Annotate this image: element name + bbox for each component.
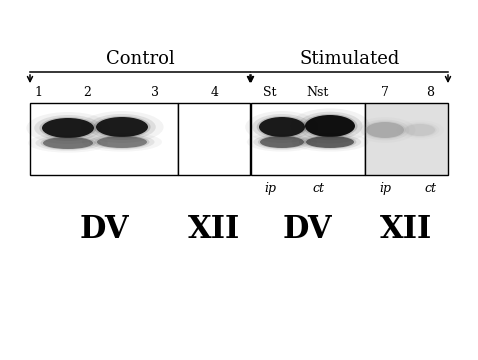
Ellipse shape: [305, 115, 355, 137]
Ellipse shape: [297, 112, 362, 140]
Text: 8: 8: [426, 86, 434, 99]
Bar: [365, 103, 448, 175]
Text: Stimulated: Stimulated: [300, 50, 400, 68]
Ellipse shape: [259, 117, 305, 137]
Ellipse shape: [43, 137, 93, 149]
Ellipse shape: [93, 116, 151, 138]
Text: St: St: [263, 86, 277, 99]
Ellipse shape: [253, 134, 311, 150]
Ellipse shape: [39, 117, 97, 139]
Ellipse shape: [364, 121, 406, 139]
Ellipse shape: [306, 136, 354, 148]
Text: 2: 2: [83, 86, 91, 99]
Ellipse shape: [42, 118, 94, 138]
Text: 4: 4: [211, 86, 219, 99]
Ellipse shape: [88, 114, 156, 140]
Bar: [178, 103, 250, 175]
Ellipse shape: [258, 135, 306, 149]
Ellipse shape: [366, 122, 404, 138]
Text: Control: Control: [106, 50, 174, 68]
Ellipse shape: [96, 117, 148, 137]
Text: ip: ip: [264, 182, 276, 195]
Text: 1: 1: [34, 86, 42, 99]
Text: 7: 7: [381, 86, 389, 99]
Text: XII: XII: [380, 215, 432, 246]
Text: ip: ip: [379, 182, 391, 195]
Ellipse shape: [41, 136, 96, 150]
Text: ct: ct: [424, 182, 436, 195]
Text: Nst: Nst: [307, 86, 329, 99]
Text: DV: DV: [282, 215, 332, 246]
Ellipse shape: [97, 136, 147, 148]
Text: XII: XII: [188, 215, 240, 246]
Ellipse shape: [257, 116, 307, 138]
Text: DV: DV: [79, 215, 129, 246]
Text: 3: 3: [151, 86, 159, 99]
Ellipse shape: [403, 123, 436, 136]
Ellipse shape: [401, 122, 439, 138]
Ellipse shape: [35, 135, 100, 151]
Bar: [251, 103, 365, 175]
Ellipse shape: [304, 135, 357, 149]
Ellipse shape: [252, 114, 312, 140]
Ellipse shape: [95, 135, 150, 149]
Ellipse shape: [34, 115, 102, 141]
Text: ct: ct: [312, 182, 324, 195]
Ellipse shape: [303, 114, 358, 138]
Ellipse shape: [260, 136, 304, 148]
Ellipse shape: [360, 120, 410, 140]
Ellipse shape: [405, 124, 435, 136]
Ellipse shape: [89, 134, 154, 150]
Bar: [30, 103, 178, 175]
Ellipse shape: [299, 134, 361, 150]
